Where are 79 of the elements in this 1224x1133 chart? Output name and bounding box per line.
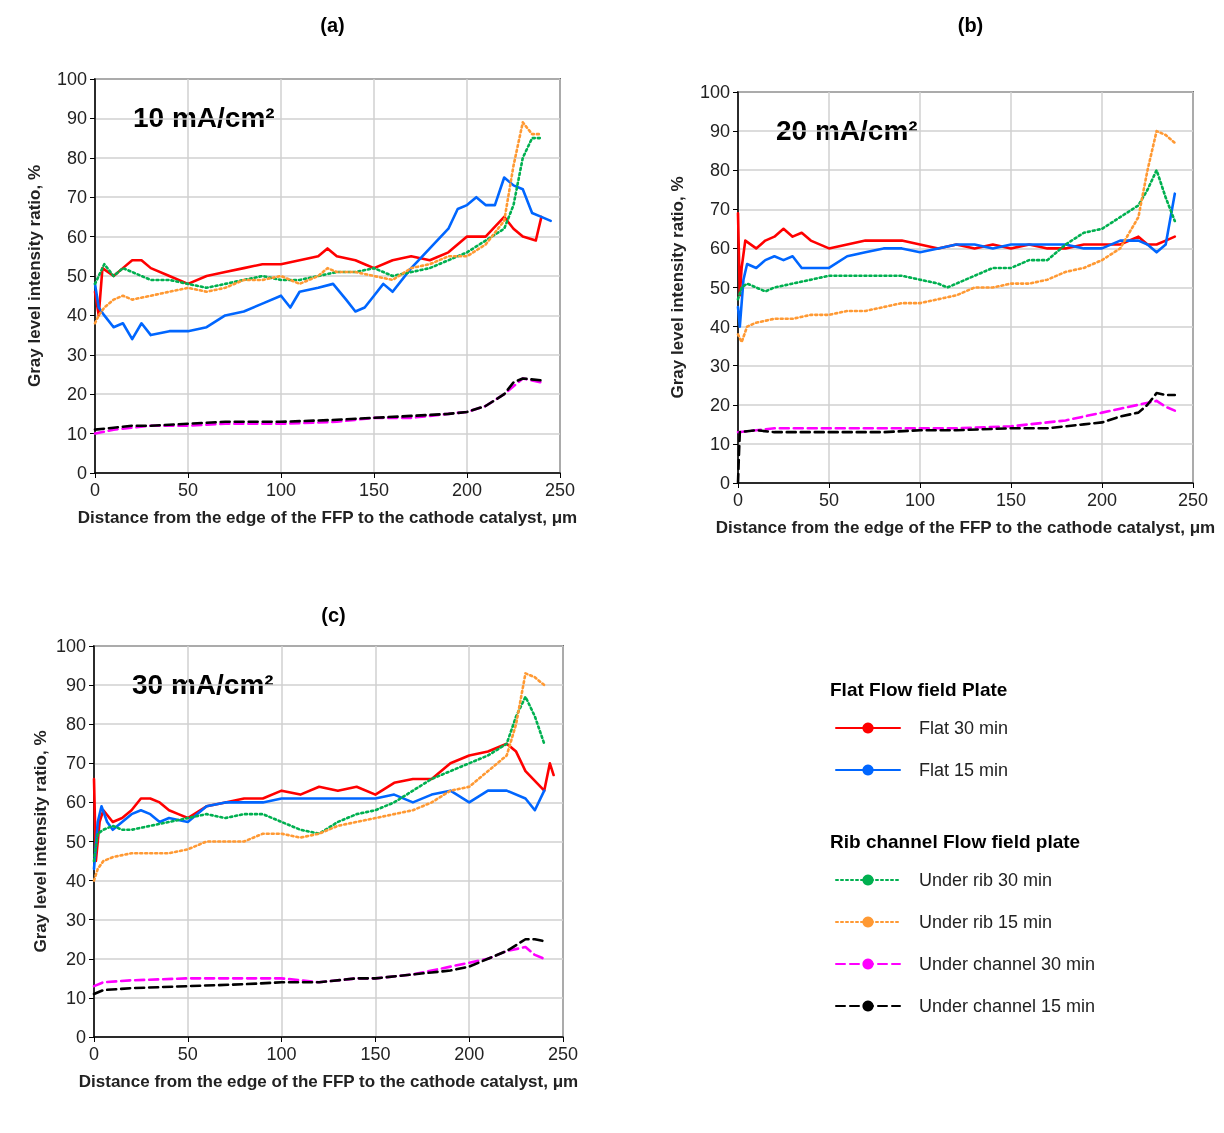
y-tick-label: 10 [66,423,87,444]
x-tick-label: 150 [358,480,390,500]
x-tick-label: 0 [88,1044,100,1064]
y-tick-label: 70 [65,753,86,774]
y-axis-title: Gray level intensity ratio, % [30,730,50,953]
chart-title: (c) [321,604,346,626]
legend-label: Under channel 30 min [919,954,1096,974]
legend-label: Under channel 15 min [919,996,1096,1016]
y-tick-label: 90 [65,675,86,696]
y-tick-label: 40 [66,305,87,326]
x-tick-label: 0 [732,490,744,510]
line-series [92,672,546,882]
y-tick-label: 70 [66,187,87,208]
line-series [736,399,1177,434]
x-tick-label: 0 [89,480,101,500]
y-tick-label: 100 [699,82,730,102]
legend-label: Flat 30 min [919,718,1009,738]
y-tick-label: 10 [709,433,730,454]
y-tick-label: 40 [709,316,730,337]
line-series [93,176,552,341]
y-tick-label: 20 [66,384,87,405]
y-tick-label: 20 [65,948,86,969]
y-tick-label: 40 [65,870,86,891]
legend-label: Under rib 30 min [919,870,1053,890]
y-tick-label: 0 [75,1027,86,1047]
y-tick-label: 50 [66,266,87,286]
annotation: 10 mA/cm² [133,101,275,133]
y-tick-label: 80 [65,714,86,735]
y-tick-label: 30 [65,909,86,930]
y-tick-label: 60 [709,238,730,259]
x-axis-title: Distance from the edge of the FFP to the cathode catalyst, μm [77,507,578,527]
line-series [736,192,1177,328]
y-tick-label: 50 [65,831,86,852]
x-axis-title: Distance from the edge of the FFP to the cathode catalyst, μm [78,1071,579,1091]
x-tick-label: 200 [1086,490,1118,510]
y-tick-label: 20 [709,394,730,415]
x-tick-label: 50 [177,480,199,500]
x-tick-label: 100 [904,490,936,510]
y-axis-title: Gray level intensity ratio, % [24,164,44,388]
y-tick-label: 80 [66,147,87,168]
y-tick-label: 100 [56,69,87,89]
legend-label: Flat 15 min [919,760,1009,780]
y-tick-label: 100 [55,636,86,656]
x-tick-label: 50 [177,1044,198,1064]
line-series [92,945,546,988]
y-tick-label: 0 [76,463,87,483]
line-series [92,789,546,871]
y-tick-label: 60 [65,792,86,813]
x-axis-title: Distance from the edge of the FFP to the cathode catalyst, μm [715,517,1216,537]
y-tick-label: 70 [709,199,730,220]
y-tick-label: 50 [709,277,730,298]
x-tick-label: 250 [1177,490,1209,510]
legend-title: Flat Flow field Plate [830,679,1008,700]
y-tick-label: 90 [66,108,87,129]
line-series [93,136,543,290]
chart-title: (b) [957,14,984,36]
y-tick-label: 90 [709,121,730,142]
y-tick-label: 60 [66,226,87,247]
legend-label: Under rib 15 min [919,912,1053,932]
x-tick-label: 100 [265,480,297,500]
line-series [92,695,546,863]
x-tick-label: 150 [995,490,1027,510]
x-tick-label: 50 [818,490,840,510]
chart-title: (a) [320,14,345,36]
y-tick-label: 10 [65,987,86,1008]
x-tick-label: 250 [547,1044,579,1064]
y-tick-label: 30 [709,355,730,376]
x-tick-label: 150 [360,1044,391,1064]
y-tick-label: 30 [66,344,87,365]
line-series [736,168,1177,301]
y-tick-label: 80 [709,160,730,181]
y-axis-title: Gray level intensity ratio, % [667,176,687,399]
x-tick-label: 200 [454,1044,485,1064]
x-tick-label: 200 [451,480,483,500]
x-tick-label: 100 [266,1044,297,1064]
annotation: 30 mA/cm² [132,668,274,700]
x-tick-label: 250 [544,480,576,500]
text: Rib channel Flow field plate [830,831,1081,852]
annotation: 20 mA/cm² [776,114,918,146]
